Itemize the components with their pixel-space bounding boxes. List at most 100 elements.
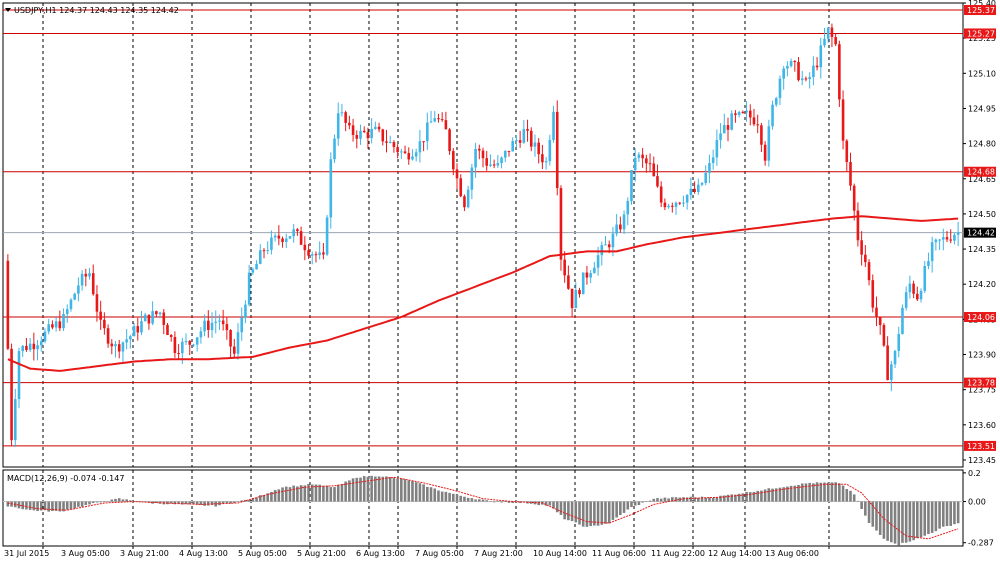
candle-body [941,237,945,240]
candle [581,272,585,295]
macd-bar [927,501,930,535]
macd-bar [544,501,548,506]
macd-bar [307,484,310,502]
macd-bar [563,501,566,520]
candles [6,23,960,448]
candle-body [247,272,251,305]
macd-bar [715,497,719,502]
macd-bar [221,501,225,504]
candle [418,129,422,163]
macd-bar [782,487,785,502]
macd-bar [552,501,555,509]
y-axis-label: 124.20 [968,280,996,289]
macd-bar [529,501,533,504]
candle [886,336,889,381]
candle-body [58,321,62,329]
macd-bar [474,499,477,502]
candle [767,119,771,167]
candle [585,265,589,285]
candle [140,311,143,336]
macd-bar [240,500,244,502]
macd-bar [177,501,180,504]
macd-bar [819,482,823,502]
candle [284,233,288,248]
candle-body [507,150,511,152]
candle [838,40,841,107]
candle-body [407,153,411,160]
candle [786,61,789,77]
candle [507,150,511,157]
candle-body [797,61,800,81]
candle [904,286,908,311]
macd-bar [834,482,837,502]
candle [548,134,552,166]
candle-body [689,188,693,196]
macd-bar [574,501,578,523]
candle-body [845,140,849,163]
candle-body [36,345,39,350]
macd-bar [756,490,759,502]
macd-bar [247,499,251,502]
macd-bar [32,501,36,511]
macd-bar [258,495,262,502]
moving-average-line [7,215,959,372]
macd-bar [411,480,414,502]
candle [422,141,425,152]
candle-body [303,244,307,251]
candle-body [322,252,325,255]
macd-bar [329,487,333,502]
candle-body [645,158,648,164]
y-axis-label: 124.65 [968,175,996,184]
candle [370,118,373,144]
candle [793,60,797,72]
collapse-triangle-icon[interactable] [5,8,11,12]
candle [934,238,938,251]
candle-body [448,129,451,152]
candle-body [132,326,136,337]
macd-bar [812,483,815,502]
candle [637,152,641,162]
candle-body [77,285,80,294]
candle-body [656,176,659,187]
candle [689,177,693,200]
macd-bar [39,501,43,511]
macd-bar [871,501,875,527]
candle-body [381,129,385,142]
macd-y-axis-label: -0.287 [968,539,994,548]
candle [199,326,203,344]
level-tag-bg [964,440,996,451]
candle [385,129,388,153]
macd-bar [945,501,949,527]
candle-body [103,319,106,329]
candle-body [904,292,908,308]
candle [336,102,340,146]
macd-bar [719,495,722,502]
candle-body [370,128,373,139]
candle-body [916,293,919,300]
candle-body [277,235,281,239]
candle-body [433,118,437,122]
x-axis-label: 12 Aug 14:00 [708,549,762,558]
y-axis-label: 123.45 [968,456,996,465]
candle [949,229,953,244]
candle-body [91,273,95,295]
candle [39,336,43,352]
candle [901,304,904,335]
candle [477,144,481,160]
macd-bar [797,484,800,502]
candle [333,134,336,163]
macd-bar [838,483,841,502]
macd-bar [251,498,255,502]
candle-body [166,324,169,336]
candle-body [641,154,644,159]
candle [195,337,199,352]
macd-bar [697,497,700,502]
macd-bar [615,501,618,518]
y-axis-label: 123.75 [968,386,996,395]
macd-bar [934,501,938,532]
candle [823,27,826,48]
candle [43,328,47,344]
candle-body [292,229,295,237]
candle [296,228,299,236]
